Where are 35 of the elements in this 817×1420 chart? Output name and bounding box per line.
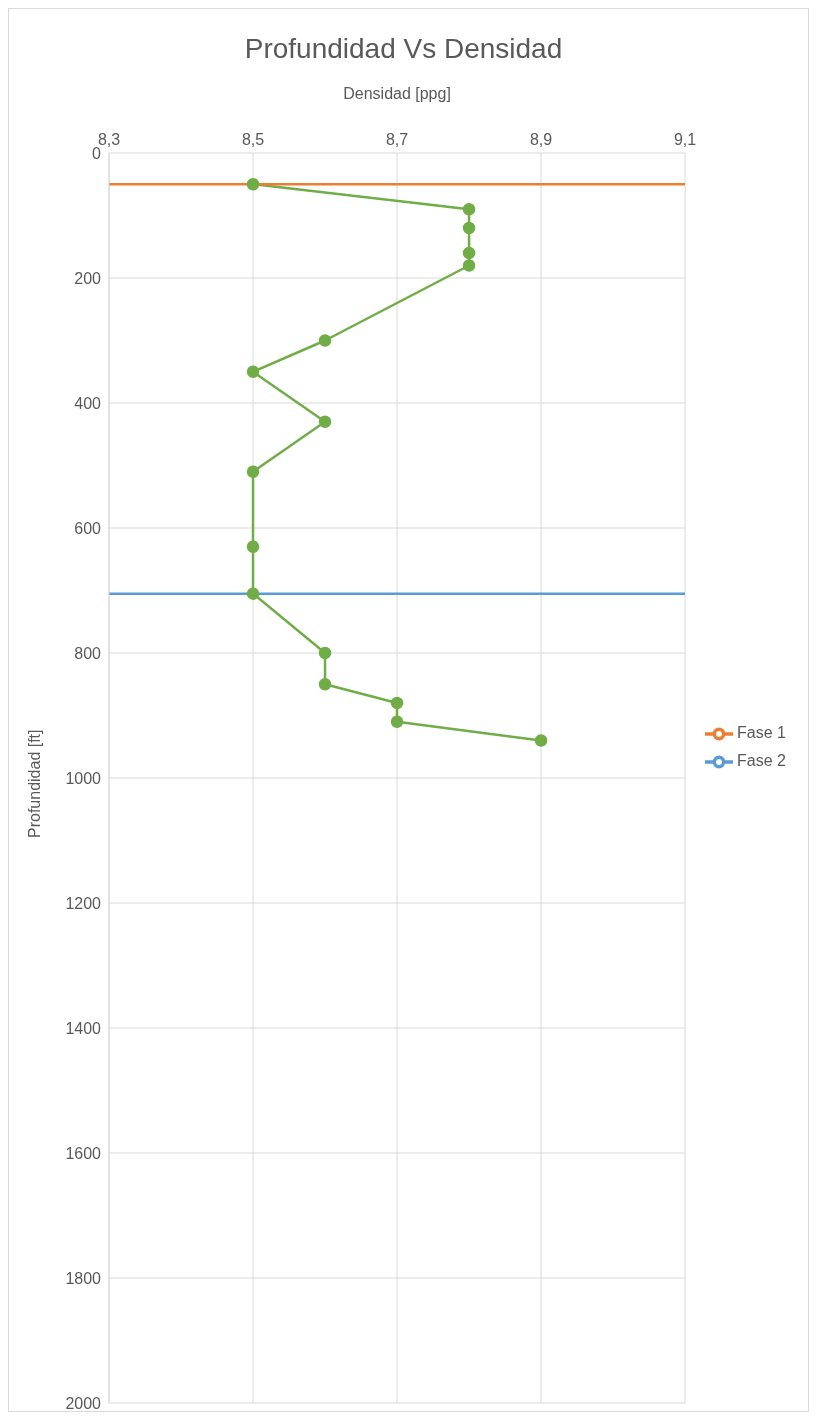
point	[246, 465, 260, 478]
y-tick-label: 800	[74, 644, 102, 662]
point	[390, 696, 404, 710]
point	[390, 715, 404, 728]
y-tick-label: 1000	[65, 769, 102, 787]
x-tick-label: 8,7	[385, 131, 409, 148]
y-tick-label: 2000	[65, 1394, 102, 1412]
point	[462, 246, 476, 260]
x-tick-label: 8,5	[241, 131, 265, 148]
x-tick-label: 9,1	[673, 131, 697, 148]
point	[462, 221, 476, 235]
x-tick-label: 8,9	[529, 131, 553, 148]
y-tick-label: 400	[74, 394, 102, 412]
point	[318, 646, 332, 660]
y-tick-label: 1400	[65, 1019, 102, 1037]
point	[462, 259, 476, 272]
point	[246, 540, 260, 553]
point	[246, 365, 260, 378]
point	[462, 203, 476, 216]
point	[318, 415, 332, 428]
y-tick-label: 1800	[65, 1269, 102, 1287]
legend-label: Fase 2	[737, 752, 786, 770]
y-tick-label: 1600	[65, 1144, 102, 1162]
y-tick-label: 200	[74, 269, 102, 287]
point	[318, 678, 332, 691]
y-axis-title: Profundidad [ft]	[25, 729, 43, 838]
point	[246, 587, 260, 600]
point	[534, 734, 548, 747]
y-tick-label: 600	[74, 519, 102, 537]
y-tick-label: 1200	[65, 894, 102, 912]
point	[246, 178, 260, 191]
x-axis-title: Densidad [ppg]	[343, 85, 451, 103]
point	[318, 334, 332, 347]
legend-label: Fase 1	[737, 724, 786, 742]
chart-title: Profundidad Vs Densidad	[243, 32, 564, 66]
